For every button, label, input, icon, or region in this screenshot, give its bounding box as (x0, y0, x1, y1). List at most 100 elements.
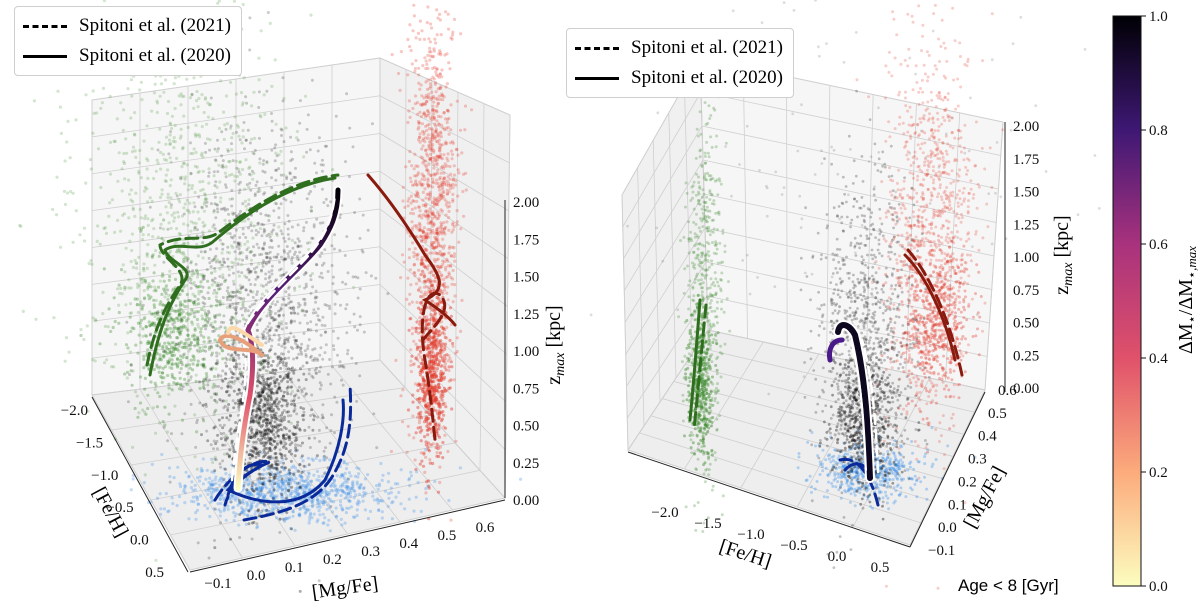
left-z-tick-8: 2.00 (513, 195, 539, 211)
right-x-tick-3: −0.5 (780, 538, 807, 554)
colorbar-tick-3: 0.6 (1149, 237, 1168, 253)
colorbar-tick-2: 0.4 (1149, 351, 1168, 367)
left-y-tick-2: −1.0 (91, 468, 118, 484)
right-plane-track-2021 (838, 457, 880, 507)
colorbar-tick-4: 0.8 (1149, 123, 1168, 139)
colorbar-label: ΔM⋆/ΔM⋆,max (1175, 246, 1199, 354)
right-y-tick-0: −0.1 (928, 543, 955, 559)
left-feh-track-2020 (148, 176, 337, 377)
right-z-tick-4: 1.00 (1013, 250, 1039, 266)
colorbar-gradient (1112, 15, 1142, 587)
right-red-cloud (854, 3, 1005, 590)
left-legend-label-2021: Spitoni et al. (2021) (79, 15, 231, 36)
left-z-tick-4: 1.00 (513, 344, 539, 360)
left-x-tick-3: 0.2 (323, 552, 342, 568)
left-xlabel: [Mg/Fe] (310, 572, 379, 603)
right-mgfe-track-2020 (903, 253, 957, 362)
left-x-tick-5: 0.4 (399, 536, 418, 552)
right-x-tick-2: −1.0 (737, 527, 764, 543)
left-plane-track-2021b (213, 459, 275, 507)
right-z-tick-8: 2.00 (1013, 119, 1039, 135)
right-y-tick-2: 0.1 (948, 497, 967, 513)
colorbar-tick-0: 0.0 (1149, 579, 1168, 595)
right-model-tracks (688, 248, 964, 507)
right-y-axis-line (909, 391, 986, 548)
left-y-axis-line (91, 396, 189, 573)
left-x-tick-7: 0.6 (476, 520, 495, 536)
left-z-tick-1: 0.25 (513, 456, 539, 472)
left-z-ticks: 0.00 0.25 0.50 0.75 1.00 1.25 1.50 1.75 2.00 (513, 195, 539, 509)
left-red-cloud-dense (406, 227, 455, 521)
left-3d-panel: 0.00 0.25 0.50 0.75 1.00 1.25 1.50 1.75 2.00 −0.… (18, 0, 568, 604)
left-x-ticks: −0.1 0.0 0.1 0.2 0.3 0.4 0.5 0.6 (204, 520, 494, 592)
right-x-tick-4: 0.0 (828, 549, 847, 565)
right-ylabel: [Mg/Fe] (959, 463, 1010, 532)
right-legend-label-2020: Spitoni et al. (2020) (631, 67, 783, 88)
left-3d-track-2020 (235, 187, 341, 491)
right-grid (621, 57, 1004, 546)
right-legend: Spitoni et al. (2021) Spitoni et al. (20… (566, 28, 794, 98)
left-z-tick-2: 0.50 (513, 419, 539, 435)
right-z-tick-1: 0.25 (1013, 348, 1039, 364)
right-legend-entry-solid: Spitoni et al. (2020) (575, 63, 783, 93)
colorbar-tick-5: 1.0 (1149, 9, 1168, 25)
left-feh-track-2021 (145, 173, 340, 367)
right-y-ticks: −0.1 0.0 0.1 0.2 0.3 0.4 0.5 0.6 (928, 383, 1017, 559)
right-grey-sparse (589, 0, 1101, 398)
left-green-cloud-dense (79, 218, 251, 434)
right-feh-track-2021 (692, 303, 708, 432)
left-z-tick-0: 0.00 (513, 493, 539, 509)
right-3d-track-tail (827, 337, 845, 363)
left-legend-entry-solid: Spitoni et al. (2020) (23, 41, 231, 71)
right-3d-track-2021 (860, 338, 880, 474)
left-mgfe-track-2020 (366, 173, 457, 327)
right-y-tick-7: 0.6 (998, 383, 1017, 399)
right-legend-label-2021: Spitoni et al. (2021) (631, 37, 783, 58)
right-z-tick-5: 1.25 (1013, 217, 1039, 233)
right-zlabel: zmax [kpc] (1051, 215, 1076, 294)
right-z-ticks: 0.00 0.25 0.50 0.75 1.00 1.25 1.50 1.75 2.00 (1013, 119, 1039, 397)
colorbar-tick-1: 0.2 (1149, 465, 1168, 481)
right-z-tick-7: 1.75 (1013, 152, 1039, 168)
left-z-tick-3: 0.75 (513, 381, 539, 397)
right-x-tick-1: −1.5 (694, 516, 721, 532)
left-y-tick-1: −1.5 (76, 435, 103, 451)
right-black-cloud-dense (818, 317, 921, 521)
right-3d-track-2020-inner (851, 344, 867, 471)
left-x-axis-line (189, 499, 506, 573)
right-z-tick-0: 0.00 (1013, 381, 1039, 397)
colorbar: 0.0 0.2 0.4 0.6 0.8 1.0 ΔM⋆/ΔM⋆,max (1112, 9, 1199, 595)
left-model-tracks (145, 173, 457, 522)
right-y-tick-1: 0.0 (938, 520, 957, 536)
right-y-tick-3: 0.2 (958, 474, 977, 490)
left-x-tick-4: 0.3 (361, 544, 380, 560)
left-grid (91, 57, 511, 571)
left-x-tick-2: 0.1 (285, 560, 304, 576)
right-x-ticks: −2.0 −1.5 −1.0 −0.5 0.0 0.5 (651, 505, 889, 576)
colorbar-ticks: 0.0 0.2 0.4 0.6 0.8 1.0 (1141, 9, 1168, 595)
left-3d-loop-inner (226, 326, 264, 347)
left-zlabel: zmax [kpc] (543, 305, 568, 384)
left-x-tick-6: 0.5 (437, 528, 456, 544)
right-z-tick-2: 0.50 (1013, 316, 1039, 332)
left-y-tick-3: −0.5 (106, 500, 133, 516)
age-note: Age < 8 [Gyr] (958, 576, 1059, 595)
right-x-tick-5: 0.5 (871, 560, 890, 576)
left-plane-track-2021 (242, 383, 353, 522)
right-x-tick-0: −2.0 (651, 505, 678, 521)
right-y-tick-4: 0.3 (968, 452, 987, 468)
left-z-tick-5: 1.25 (513, 307, 539, 323)
left-y-ticks: −2.0 −1.5 −1.0 −0.5 0.0 0.5 (61, 403, 164, 581)
left-y-tick-4: 0.0 (130, 533, 149, 549)
left-z-tick-7: 1.75 (513, 232, 539, 248)
right-z-tick-3: 0.75 (1013, 283, 1039, 299)
left-z-tick-6: 1.50 (513, 270, 539, 286)
left-x-tick-1: 0.0 (247, 568, 266, 584)
left-mgfe-track-2021 (420, 291, 447, 442)
left-3d-loop (217, 334, 264, 357)
right-y-tick-6: 0.5 (988, 406, 1007, 422)
left-y-tick-0: −2.0 (61, 403, 88, 419)
left-legend-entry-dashed: Spitoni et al. (2021) (23, 11, 231, 41)
right-y-tick-5: 0.4 (978, 429, 997, 445)
